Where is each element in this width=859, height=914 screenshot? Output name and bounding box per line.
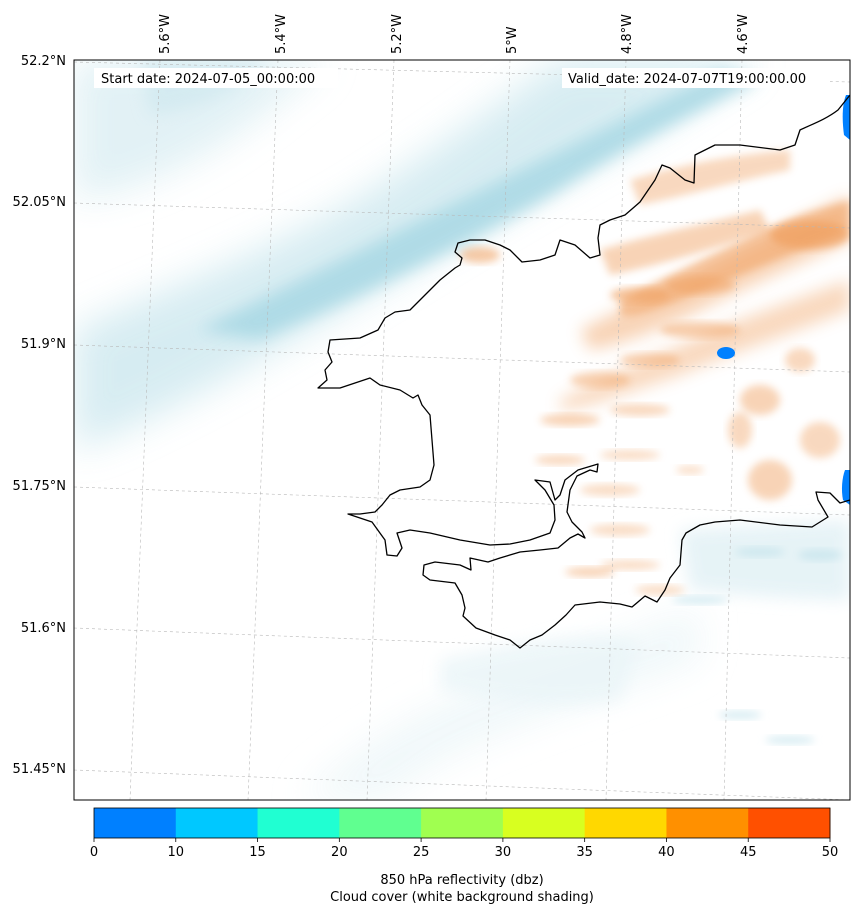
lon-tick-label: 4.8°W xyxy=(620,14,635,54)
colorbar: 0 10 15 20 25 30 35 40 45 50 850 hPa reflectivity… xyxy=(90,807,838,905)
colorbar-tick-label: 0 xyxy=(90,845,98,860)
latitude-ticks: 52.2°N 52.05°N 51.9°N 51.75°N 51.6°N 51.… xyxy=(13,54,66,777)
colorbar-tick-label: 20 xyxy=(331,845,348,860)
colorbar-segment xyxy=(421,808,504,838)
cloud-cover-shading xyxy=(74,60,850,800)
lat-tick-label: 51.75°N xyxy=(13,479,66,494)
start-date-box: Start date: 2024-07-05_00:00:00 xyxy=(94,68,338,88)
valid-date-label: Valid_date: 2024-07-07T19:00:00.00 xyxy=(568,72,806,87)
lon-tick-label: 5.6°W xyxy=(158,14,173,54)
lon-tick-label: 5.2°W xyxy=(390,14,405,54)
map-area xyxy=(74,60,850,800)
map-frame xyxy=(73,59,851,801)
lat-tick-label: 51.6°N xyxy=(21,621,66,636)
colorbar-frame xyxy=(93,807,831,839)
colorbar-segment xyxy=(339,808,422,838)
lon-tick-label: 4.6°W xyxy=(736,14,751,54)
reflectivity-shading xyxy=(460,150,850,595)
colorbar-ticks: 0 10 15 20 25 30 35 40 45 50 xyxy=(90,838,838,860)
colorbar-label-cloud: Cloud cover (white background shading) xyxy=(330,890,594,905)
colorbar-segment xyxy=(748,808,831,838)
colorbar-segment xyxy=(584,808,667,838)
colorbar-tick-label: 50 xyxy=(822,845,839,860)
colorbar-tick-label: 30 xyxy=(495,845,512,860)
lat-tick-label: 52.05°N xyxy=(13,195,66,210)
start-date-label: Start date: 2024-07-05_00:00:00 xyxy=(101,72,315,87)
colorbar-tick-label: 15 xyxy=(249,845,266,860)
colorbar-tick-label: 40 xyxy=(658,845,675,860)
lon-tick-label: 5.4°W xyxy=(274,14,289,54)
colorbar-segment xyxy=(257,808,340,838)
lat-tick-label: 51.9°N xyxy=(21,337,66,352)
colorbar-tick-label: 35 xyxy=(576,845,593,860)
reflectivity-high-spots xyxy=(717,95,850,505)
coastline xyxy=(317,94,850,649)
lat-tick-label: 52.2°N xyxy=(21,54,66,69)
longitude-ticks: 5.6°W 5.4°W 5.2°W 5°W 4.8°W 4.6°W xyxy=(158,14,751,54)
colorbar-segment xyxy=(94,808,177,838)
valid-date-box: Valid_date: 2024-07-07T19:00:00.00 xyxy=(562,68,830,88)
colorbar-segment xyxy=(666,808,749,838)
colorbar-label-reflectivity: 850 hPa reflectivity (dbz) xyxy=(380,873,543,888)
colorbar-segment xyxy=(502,808,586,838)
colorbar-segment xyxy=(175,808,259,838)
lon-tick-label: 5°W xyxy=(505,26,520,54)
colorbar-tick-label: 25 xyxy=(413,845,430,860)
colorbar-tick-label: 10 xyxy=(168,845,185,860)
colorbar-tick-label: 45 xyxy=(740,845,757,860)
colorbar-segments xyxy=(94,808,831,838)
lat-tick-label: 51.45°N xyxy=(13,762,66,777)
